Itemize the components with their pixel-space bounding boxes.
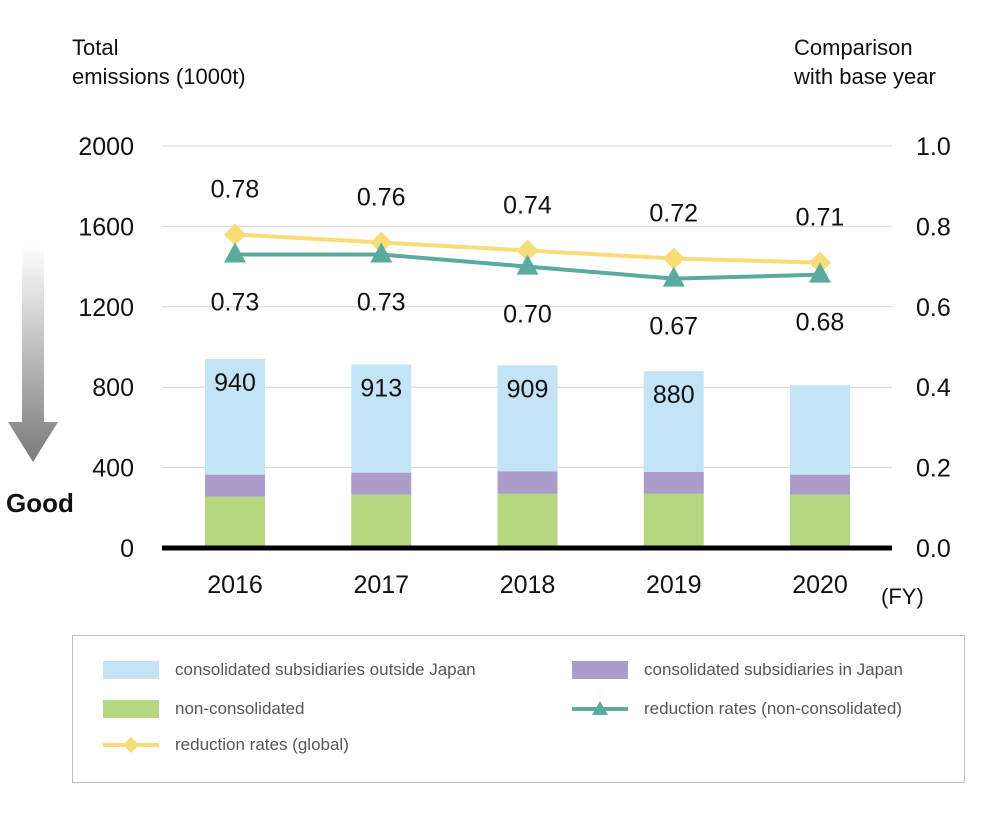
bar-total-label: 913 [360, 374, 402, 402]
legend-label-rate-non-consolidated: reduction rates (non-consolidated) [644, 699, 902, 718]
legend-item-outside-japan: consolidated subsidiaries outside Japan [103, 660, 476, 680]
non-consolidated-rate-label: 0.68 [796, 309, 845, 337]
left-tick-label: 0 [120, 535, 134, 563]
diamond-marker [662, 247, 685, 270]
good-arrow-icon [8, 245, 58, 462]
left-axis-title-line2: emissions (1000t) [72, 64, 246, 89]
legend-color-box [572, 661, 628, 679]
legend-swatch-non-consolidated [103, 700, 159, 718]
legend-label-in-japan: consolidated subsidiaries in Japan [644, 660, 903, 679]
non-consolidated-rate-label: 0.73 [211, 289, 260, 317]
bar-total-label: 940 [214, 369, 256, 397]
global-rate-label: 0.78 [211, 175, 260, 203]
diamond-line-icon [103, 737, 159, 753]
left-tick-label: 1200 [78, 294, 134, 322]
bar-segment-non-consolidated [643, 493, 704, 548]
legend-swatch-outside-japan [103, 661, 159, 679]
right-axis-title: Comparison with base year [794, 33, 936, 91]
good-annotation: Good [6, 488, 74, 518]
triangle-marker [224, 242, 246, 263]
legend-item-rate-global: reduction rates (global) [103, 735, 349, 755]
non-consolidated-rate-label: 0.67 [649, 313, 698, 341]
bar-segment-non-consolidated [351, 494, 412, 548]
bar-segment-consolidated-subsidiaries-in-Japan [643, 472, 704, 494]
global-rate-label: 0.72 [649, 200, 698, 228]
x-tick-label: 2016 [207, 571, 263, 599]
bar-segment-non-consolidated [497, 493, 558, 548]
bar-segment-consolidated-subsidiaries-outside-Japan [351, 364, 412, 473]
legend-color-box [103, 661, 159, 679]
bar-total-label: 909 [507, 375, 549, 403]
bar-total-label: 880 [653, 381, 695, 409]
right-axis-title-line1: Comparison [794, 35, 913, 60]
legend-color-box [103, 700, 159, 718]
bar-segment-consolidated-subsidiaries-outside-Japan [205, 359, 265, 475]
bar-segment-consolidated-subsidiaries-outside-Japan [790, 385, 850, 475]
diamond-marker [809, 251, 831, 274]
triangle-marker [662, 266, 685, 287]
left-axis-title-line1: Total [72, 35, 119, 60]
non-consolidated-rate-label: 0.73 [357, 289, 406, 317]
bar-segment-non-consolidated [205, 496, 265, 548]
legend-swatch-in-japan [572, 661, 628, 679]
legend-item-rate-non-consolidated: reduction rates (non-consolidated) [572, 699, 902, 719]
global-rate-label: 0.74 [503, 192, 552, 220]
bar-segment-consolidated-subsidiaries-outside-Japan [497, 365, 558, 472]
legend-swatch-rate-non-consolidated [572, 700, 628, 718]
fiscal-year-unit-label: (FY) [881, 584, 924, 609]
triangle-marker [370, 242, 393, 263]
x-tick-label: 2019 [646, 571, 702, 599]
bar-segment-consolidated-subsidiaries-in-Japan [351, 472, 412, 495]
legend-label-rate-global: reduction rates (global) [175, 735, 349, 754]
bar-segment-consolidated-subsidiaries-outside-Japan [643, 371, 704, 473]
diamond-marker [370, 231, 393, 254]
global-rate-label: 0.71 [796, 204, 845, 232]
legend-item-in-japan: consolidated subsidiaries in Japan [572, 660, 903, 680]
triangle-marker [516, 254, 539, 275]
chart-canvas: 0 400 800 1200 1600 2000 0.0 0.2 0.4 0.6 0.8 1.0 201… [8, 133, 951, 599]
bar-segment-consolidated-subsidiaries-in-Japan [497, 471, 558, 494]
bar-segment-consolidated-subsidiaries-in-Japan [790, 474, 850, 495]
right-tick-label: 1.0 [916, 133, 951, 161]
x-tick-label: 2017 [353, 571, 409, 599]
x-tick-label: 2018 [500, 571, 556, 599]
x-tick-label: 2020 [792, 571, 848, 599]
legend-label-non-consolidated: non-consolidated [175, 699, 305, 718]
legend-label-outside-japan: consolidated subsidiaries outside Japan [175, 660, 476, 679]
diamond-marker [516, 239, 539, 262]
right-axis-title-line2: with base year [794, 64, 936, 89]
right-tick-label: 0.8 [916, 213, 951, 241]
diamond-marker [224, 223, 246, 246]
right-tick-label: 0.0 [916, 535, 951, 563]
non-consolidated-rate-label: 0.70 [503, 301, 552, 329]
left-tick-label: 800 [92, 374, 134, 402]
left-axis-title: Total emissions (1000t) [72, 33, 246, 91]
global-rate-label: 0.76 [357, 183, 406, 211]
right-tick-label: 0.4 [916, 374, 951, 402]
left-tick-label: 1600 [78, 213, 134, 241]
right-tick-label: 0.6 [916, 294, 951, 322]
legend-swatch-rate-global [103, 736, 159, 754]
left-tick-label: 400 [92, 455, 134, 483]
legend-item-non-consolidated: non-consolidated [103, 699, 304, 719]
bar-segment-non-consolidated [790, 494, 850, 548]
left-tick-label: 2000 [78, 133, 134, 161]
right-tick-label: 0.2 [916, 455, 951, 483]
legend: consolidated subsidiaries outside Japan … [72, 635, 965, 783]
triangle-marker [809, 262, 831, 283]
triangle-line-icon [572, 701, 628, 715]
bar-segment-consolidated-subsidiaries-in-Japan [205, 474, 265, 497]
